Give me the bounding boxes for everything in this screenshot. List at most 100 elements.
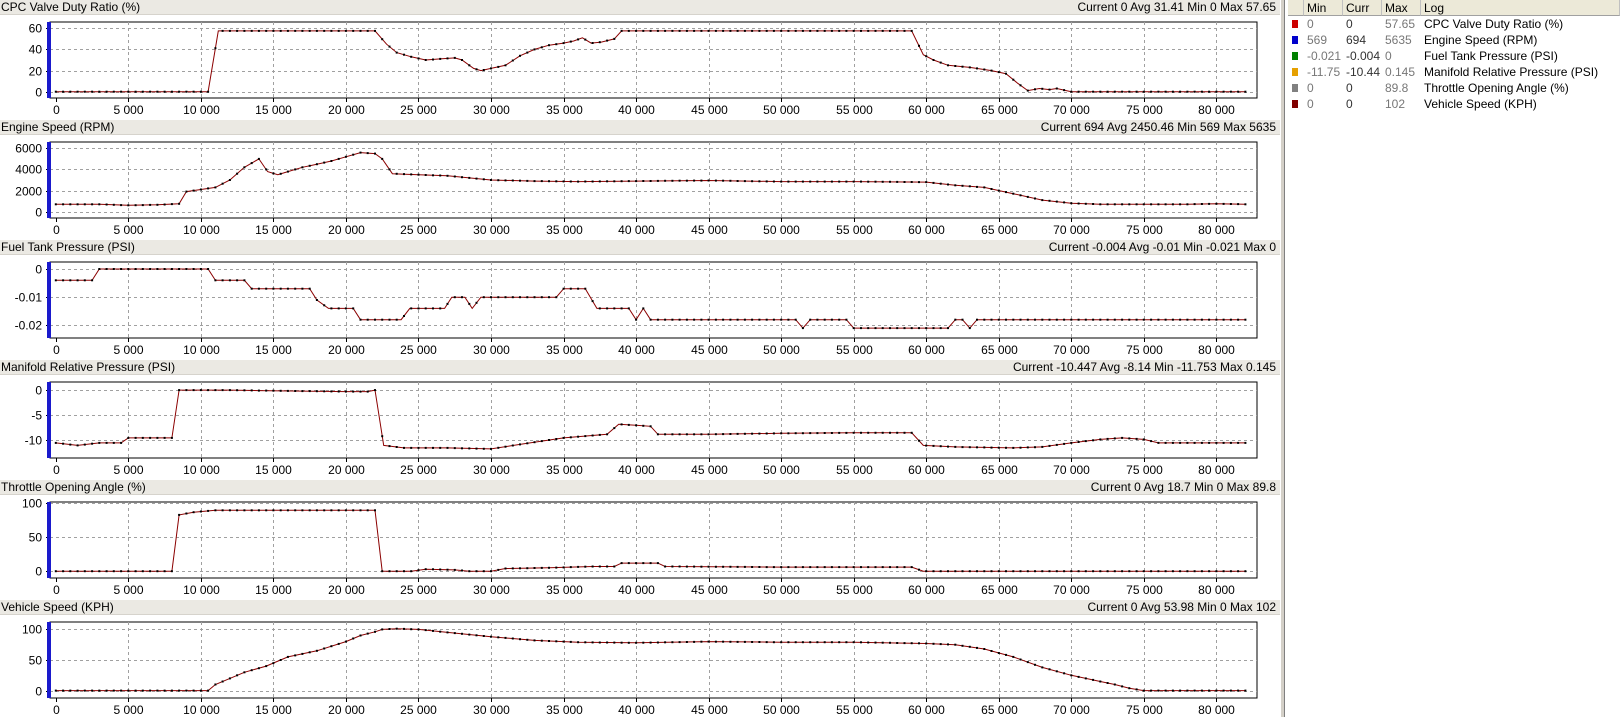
legend-header-min[interactable]: Min	[1304, 0, 1343, 16]
y-tick-label: 50	[29, 654, 43, 668]
data-point	[584, 287, 587, 290]
data-point	[403, 627, 405, 630]
data-point	[649, 425, 652, 428]
legend-max: 5635	[1385, 33, 1412, 47]
pane-splitter[interactable]	[1280, 0, 1285, 717]
legend-header-max[interactable]: Max	[1382, 0, 1421, 16]
data-point	[635, 29, 638, 32]
legend-row[interactable]: 0 0 89.8 Throttle Opening Angle (%)	[1288, 80, 1620, 96]
legend-row[interactable]: 0 0 102 Vehicle Speed (KPH)	[1288, 96, 1620, 112]
data-point	[598, 41, 601, 44]
data-point	[294, 654, 297, 657]
data-point	[685, 565, 688, 568]
legend-row[interactable]: -0.021 -0.004 0 Fuel Tank Pressure (PSI)	[1288, 48, 1620, 64]
data-point	[344, 509, 347, 512]
data-point	[1034, 318, 1036, 321]
data-point	[896, 431, 899, 434]
data-point	[308, 509, 311, 512]
data-point	[961, 184, 964, 187]
data-point	[381, 435, 384, 438]
data-point	[1063, 442, 1066, 445]
data-point	[722, 640, 725, 643]
y-tick-label: 100	[22, 497, 42, 511]
data-point	[301, 652, 304, 655]
x-tick-label: 20 000	[328, 463, 365, 477]
data-point	[591, 565, 594, 568]
x-tick-label: 60 000	[908, 223, 945, 237]
data-point	[758, 318, 761, 321]
data-point	[395, 446, 398, 448]
cursor-marker[interactable]	[47, 622, 51, 698]
data-point	[823, 318, 826, 321]
cursor-marker[interactable]	[47, 22, 51, 98]
data-point	[149, 90, 152, 93]
data-point	[482, 69, 485, 71]
data-point	[526, 638, 529, 641]
data-point	[315, 299, 318, 301]
data-point	[1026, 318, 1029, 321]
cursor-marker[interactable]	[47, 502, 51, 578]
data-point	[693, 640, 696, 643]
data-point	[1041, 318, 1044, 321]
data-point	[1229, 203, 1232, 205]
data-point	[787, 641, 790, 644]
data-point	[598, 565, 601, 568]
data-point	[76, 570, 79, 573]
data-point	[758, 566, 761, 568]
data-point	[105, 90, 108, 93]
data-point	[257, 157, 260, 160]
data-point	[918, 44, 920, 47]
data-point	[664, 318, 667, 321]
data-point	[366, 632, 369, 635]
legend-header-curr[interactable]: Curr	[1343, 0, 1382, 16]
data-point	[1048, 199, 1051, 202]
legend-row[interactable]: -11.75 -10.44 0.145 Manifold Relative Pr…	[1288, 64, 1620, 80]
data-point	[533, 441, 536, 444]
data-point	[1026, 446, 1029, 449]
data-point	[889, 566, 891, 569]
data-point	[1142, 203, 1145, 206]
data-point	[714, 640, 717, 643]
legend-row[interactable]: 0 0 57.65 CPC Valve Duty Ratio (%)	[1288, 16, 1620, 32]
data-point	[874, 431, 877, 434]
data-point	[1244, 689, 1247, 692]
data-point	[1128, 687, 1131, 690]
data-point	[671, 641, 674, 644]
legend-row[interactable]: 569 694 5635 Engine Speed (RPM)	[1288, 32, 1620, 48]
data-point	[366, 29, 369, 32]
legend-max: 57.65	[1385, 17, 1416, 31]
data-point	[794, 566, 797, 569]
data-point	[1200, 318, 1203, 321]
data-point	[1012, 446, 1015, 449]
data-point	[555, 296, 558, 299]
data-point	[395, 570, 398, 573]
data-point	[627, 423, 630, 426]
data-point	[403, 570, 405, 573]
data-point	[1128, 318, 1131, 321]
cursor-marker[interactable]	[47, 262, 51, 338]
cursor-marker[interactable]	[47, 142, 51, 218]
data-point	[823, 566, 826, 569]
data-point	[584, 565, 587, 568]
legend-header-log[interactable]: Log	[1421, 0, 1620, 16]
data-point	[787, 29, 790, 32]
data-point	[540, 566, 543, 569]
data-point	[845, 180, 848, 183]
data-point	[221, 182, 224, 185]
x-tick-label: 15 000	[255, 343, 292, 357]
data-point	[801, 327, 804, 330]
data-point	[461, 59, 463, 61]
data-point	[584, 180, 587, 183]
cursor-marker[interactable]	[47, 382, 51, 458]
data-point	[685, 641, 688, 643]
data-point	[424, 174, 427, 176]
data-point	[91, 90, 94, 93]
data-point	[265, 287, 268, 290]
data-point	[424, 629, 427, 632]
data-point	[990, 446, 993, 449]
data-point	[1193, 570, 1196, 573]
data-point	[359, 318, 362, 321]
data-point	[1215, 441, 1218, 444]
data-point	[598, 180, 601, 183]
data-point	[439, 57, 442, 60]
